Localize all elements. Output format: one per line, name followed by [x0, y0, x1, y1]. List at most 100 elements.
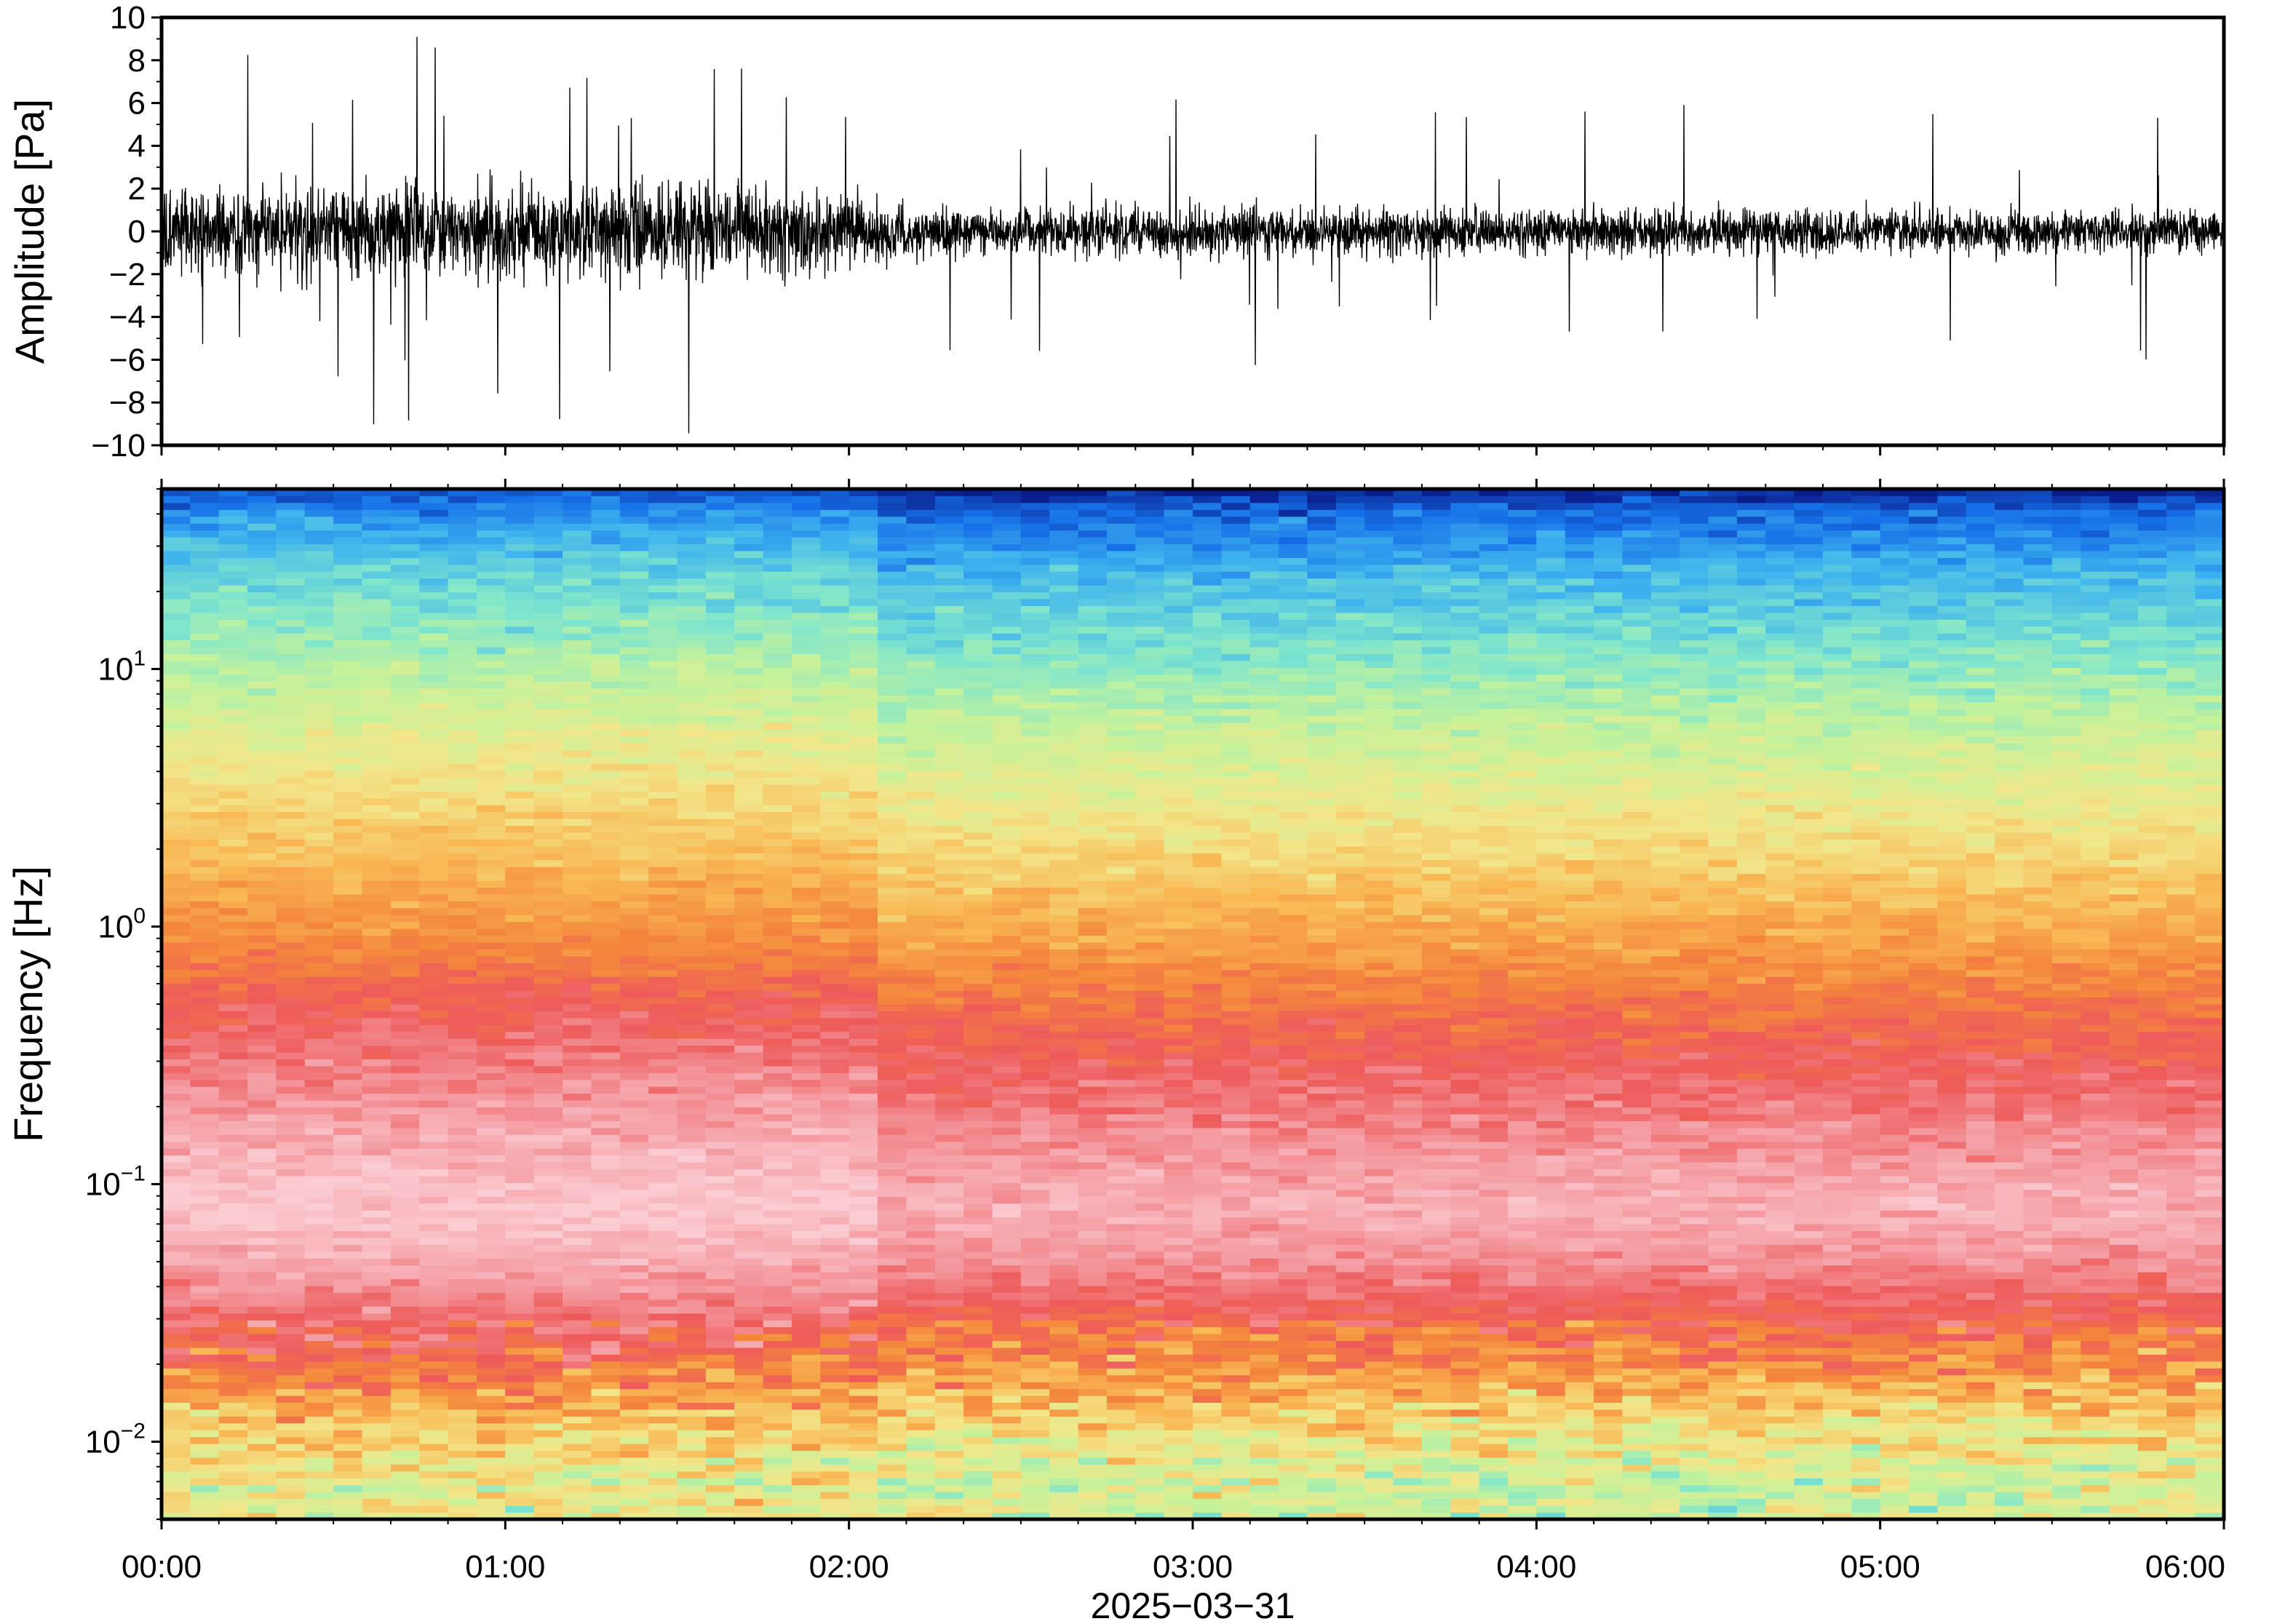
spectrogram-cell — [1049, 632, 1079, 641]
spectrogram-cell — [448, 1305, 477, 1314]
spectrogram-cell — [218, 1072, 248, 1080]
spectrogram-cell — [591, 1113, 621, 1121]
spectrogram-cell — [190, 646, 220, 654]
spectrogram-cell — [533, 928, 563, 936]
spectrogram-cell — [763, 680, 792, 689]
spectrogram-cell — [992, 1415, 1022, 1424]
spectrogram-cell — [448, 728, 477, 737]
spectrogram-cell — [276, 1059, 306, 1067]
spectrogram-cell — [906, 1299, 936, 1307]
spectrogram-cell — [304, 578, 334, 586]
spectrogram-cell — [791, 873, 822, 881]
spectrogram-cell — [218, 914, 248, 923]
spectrogram-cell — [362, 852, 392, 861]
spectrogram-cell — [992, 997, 1022, 1005]
spectrogram-cell — [878, 605, 907, 613]
spectrogram-cell — [963, 1470, 993, 1478]
spectrogram-cell — [906, 632, 936, 641]
spectrogram-cell — [963, 887, 993, 895]
spectrogram-cell — [1020, 557, 1050, 565]
spectrogram-cell — [563, 949, 592, 957]
spectrogram-cell — [878, 838, 907, 847]
spectrogram-cell — [849, 1326, 878, 1334]
spectrogram-cell — [734, 1086, 764, 1094]
spectrogram-cell — [820, 736, 850, 744]
spectrogram-cell — [763, 598, 792, 606]
spectrogram-cell — [533, 1155, 563, 1163]
spectrogram-cell — [448, 1059, 477, 1067]
spectrogram-cell — [505, 578, 535, 586]
spectrogram-cell — [448, 578, 477, 586]
spectrogram-cell — [791, 1470, 822, 1478]
spectrogram-cell — [247, 605, 277, 613]
spectrogram-cell — [849, 1093, 878, 1101]
spectrogram-cell — [619, 1051, 649, 1059]
spectrogram-cell — [934, 976, 964, 984]
spectrogram-cell — [477, 592, 506, 600]
spectrogram-cell — [820, 1353, 850, 1362]
spectrogram-cell — [906, 1470, 936, 1478]
spectrogram-cell — [734, 976, 764, 984]
spectrogram-cell — [1020, 1257, 1050, 1266]
spectrogram-cell — [878, 522, 907, 531]
spectrogram-cell — [276, 797, 306, 805]
spectrogram-cell — [362, 632, 392, 641]
spectrogram-cell — [963, 578, 993, 586]
spectrogram-cell — [992, 1305, 1022, 1314]
spectrogram-cell — [934, 1169, 964, 1177]
spectrogram-cell — [849, 1195, 878, 1204]
spectrogram-cell — [505, 1017, 535, 1025]
spectrogram-cell — [162, 592, 191, 600]
spectrogram-cell — [1078, 1347, 1108, 1355]
spectrogram-cell — [763, 1347, 792, 1355]
spectrogram-cell — [276, 742, 306, 751]
spectrogram-cell — [1106, 1450, 1137, 1458]
spectrogram-cell — [648, 1436, 678, 1444]
spectrogram-cell — [533, 1512, 563, 1519]
spectrogram-cell — [218, 1065, 248, 1073]
spectrogram-cell — [304, 674, 334, 682]
spectrogram-cell — [218, 728, 248, 737]
spectrogram-cell — [362, 1147, 392, 1156]
spectrogram-cell — [1020, 1113, 1050, 1121]
spectrogram-cell — [820, 557, 850, 565]
spectrogram-cell — [820, 1422, 850, 1430]
spectrogram-cell — [820, 1024, 850, 1032]
spectrogram-cell — [563, 859, 592, 867]
spectrogram-cell — [390, 626, 421, 634]
spectrogram-cell — [190, 1217, 220, 1225]
spectrogram-cell — [763, 1361, 792, 1369]
spectrogram-cell — [1020, 605, 1050, 613]
spectrogram-cell — [533, 955, 563, 963]
spectrogram-cell — [820, 564, 850, 572]
spectrogram-cell — [934, 1155, 964, 1163]
spectrogram-cell — [247, 1313, 277, 1321]
spectrogram-cell — [849, 605, 878, 613]
spectrogram-cell — [963, 1217, 993, 1225]
spectrogram-cell — [906, 921, 936, 929]
spectrogram-cell — [162, 502, 191, 510]
spectrogram-cell — [390, 1443, 421, 1452]
spectrogram-cell — [677, 1429, 707, 1438]
spectrogram-cell — [563, 1477, 592, 1486]
spectrogram-cell — [362, 736, 392, 744]
spectrogram-cell — [763, 1003, 792, 1011]
spectrogram-cell — [505, 536, 535, 544]
spectrogram-cell — [419, 777, 449, 785]
spectrogram-cell — [734, 845, 764, 853]
spectrogram-cell — [419, 742, 449, 751]
spectrogram-cell — [333, 1278, 363, 1286]
spectrogram-cell — [304, 550, 334, 558]
spectrogram-cell — [1078, 914, 1108, 923]
spectrogram-cell — [390, 1265, 421, 1273]
spectrogram-cell — [820, 1134, 850, 1142]
spectrogram-cell — [276, 990, 306, 998]
spectrogram-cell — [533, 1319, 563, 1328]
spectrogram-cell — [820, 1169, 850, 1177]
spectrogram-cell — [705, 1161, 736, 1169]
spectrogram-cell — [648, 1422, 678, 1430]
spectrogram-cell — [677, 1299, 707, 1307]
spectrogram-cell — [619, 1031, 649, 1039]
spectrogram-cell — [906, 578, 936, 586]
spectrogram-cell — [448, 1031, 477, 1039]
